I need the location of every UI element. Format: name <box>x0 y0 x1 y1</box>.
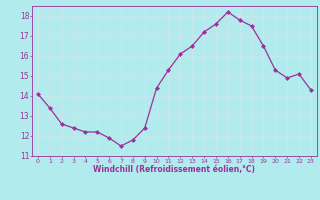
X-axis label: Windchill (Refroidissement éolien,°C): Windchill (Refroidissement éolien,°C) <box>93 165 255 174</box>
